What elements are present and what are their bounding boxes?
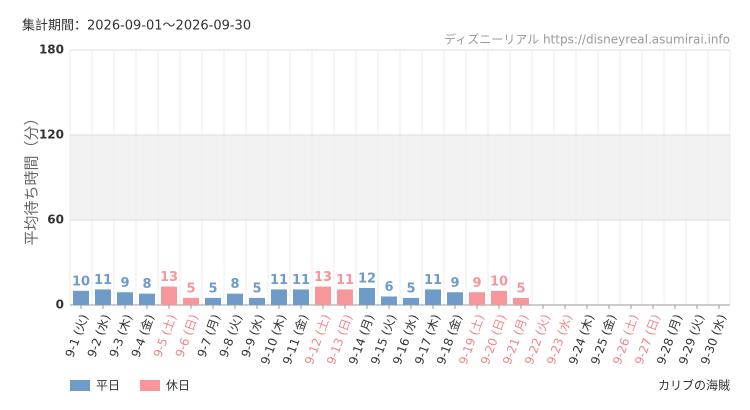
legend-label: 休日	[166, 379, 190, 393]
bar	[293, 289, 309, 305]
bar	[73, 290, 89, 305]
bar	[403, 297, 419, 305]
value-label: 9	[120, 276, 129, 291]
legend-label: 平日	[96, 379, 120, 393]
bar	[425, 289, 441, 305]
value-label: 8	[230, 277, 239, 292]
bar	[513, 297, 529, 305]
bar	[161, 286, 177, 305]
value-label: 9	[450, 276, 459, 291]
chart-subtitle: ディズニーリアル https://disneyreal.asumirai.inf…	[444, 32, 730, 47]
bar	[139, 293, 155, 305]
bar	[359, 288, 375, 305]
y-tick-label: 0	[56, 298, 64, 312]
bar	[447, 292, 463, 305]
bar	[205, 297, 221, 305]
chart-title: 集計期間：2026-09-01～2026-09-30	[22, 18, 251, 34]
legend-swatch	[70, 380, 90, 391]
value-label: 11	[94, 273, 112, 288]
bar	[95, 289, 111, 305]
bar	[249, 297, 265, 305]
bar	[491, 290, 507, 305]
legend-swatch	[140, 380, 160, 391]
value-label: 5	[186, 281, 195, 296]
value-label: 11	[424, 273, 442, 288]
value-label: 8	[142, 277, 151, 292]
y-tick-label: 60	[47, 213, 64, 227]
value-label: 5	[208, 281, 217, 296]
value-label: 13	[314, 270, 332, 285]
value-label: 11	[292, 273, 310, 288]
value-label: 5	[252, 281, 261, 296]
bar	[183, 297, 199, 305]
value-label: 10	[72, 274, 90, 289]
y-axis-label: 平均待ち時間（分）	[23, 110, 41, 245]
bar	[337, 289, 353, 305]
bar	[117, 292, 133, 305]
y-tick-label: 180	[39, 43, 64, 57]
value-label: 13	[160, 270, 178, 285]
y-tick-label: 120	[39, 128, 64, 142]
value-label: 5	[516, 281, 525, 296]
bar	[315, 286, 331, 305]
value-label: 11	[270, 273, 288, 288]
value-label: 10	[490, 274, 508, 289]
annotation: カリブの海賊	[658, 378, 730, 393]
bar	[469, 292, 485, 305]
value-label: 6	[384, 280, 393, 295]
value-label: 5	[406, 281, 415, 296]
value-label: 12	[358, 272, 376, 287]
bar	[381, 296, 397, 305]
value-label: 11	[336, 273, 354, 288]
value-label: 9	[472, 276, 481, 291]
bar	[271, 289, 287, 305]
bar	[227, 293, 243, 305]
